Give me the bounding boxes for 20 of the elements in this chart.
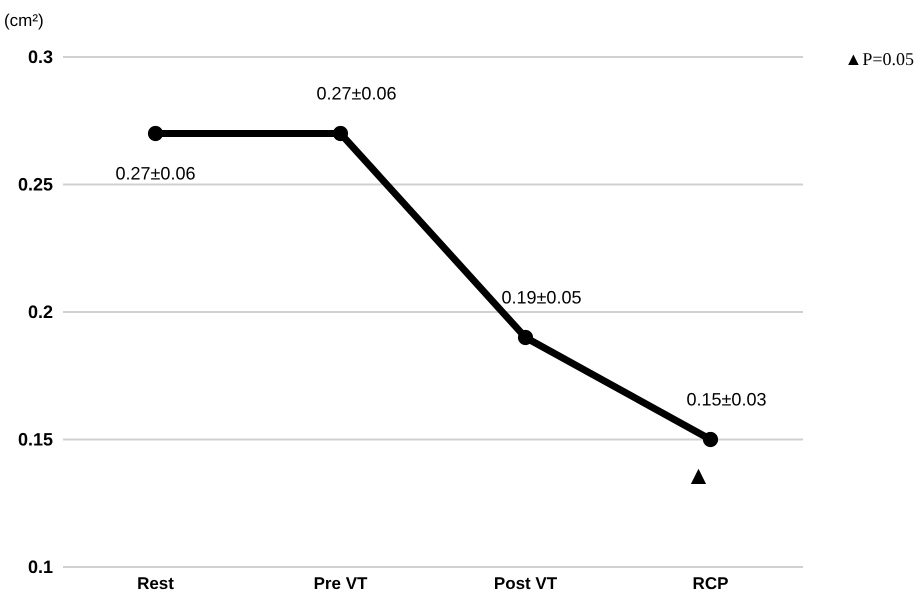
data-label: 0.27±0.06 [316, 84, 396, 104]
point [702, 432, 718, 448]
text: ▲P=0.05 [844, 49, 914, 69]
y-tick-label: 0.15 [18, 429, 53, 450]
annotation: ▲ [686, 460, 712, 490]
y-tick-label: 0.25 [18, 174, 53, 194]
x-tick-label: Pre VT [314, 574, 368, 592]
data-label: 0.15±0.03 [686, 390, 766, 410]
y-axis-title: (cm²) [4, 11, 44, 30]
data-label: 0.19±0.05 [502, 288, 582, 308]
y-tick-label: 0.1 [28, 556, 53, 577]
point [148, 126, 164, 142]
data-label: 0.27±0.06 [116, 164, 196, 184]
y-tick-label: 0.2 [28, 302, 53, 322]
point [332, 126, 348, 142]
x-tick-label: Post VT [494, 574, 558, 592]
x-tick-label: Rest [137, 574, 174, 592]
point [518, 330, 534, 346]
y-tick-label: 0.3 [28, 46, 53, 67]
x-tick-label: RCP [692, 574, 728, 592]
